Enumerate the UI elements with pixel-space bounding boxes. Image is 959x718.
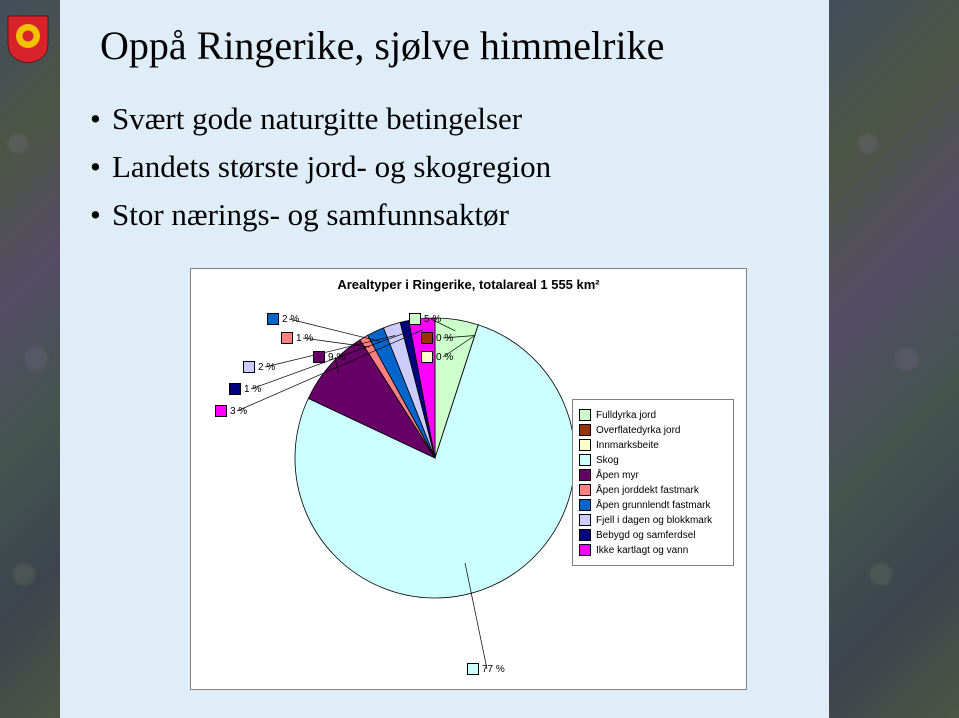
legend-item: Innmarksbeite [579, 439, 727, 451]
legend-label: Ikke kartlagt og vann [596, 545, 688, 556]
bullet-text: Landets største jord- og skogregion [112, 143, 551, 191]
callout-text: 2 % [282, 314, 299, 325]
bullet-item: •Stor nærings- og samfunnsaktør [90, 191, 551, 239]
callout-label: 3 % [215, 405, 247, 417]
legend-swatch [579, 544, 591, 556]
callout-text: 9 % [328, 352, 345, 363]
legend-swatch [579, 499, 591, 511]
legend-label: Bebygd og samferdsel [596, 530, 696, 541]
callout-text: 0 % [436, 352, 453, 363]
callout-swatch [313, 351, 325, 363]
bullet-text: Stor nærings- og samfunnsaktør [112, 191, 509, 239]
bullet-list: •Svært gode naturgitte betingelser •Land… [90, 95, 551, 239]
legend-swatch [579, 454, 591, 466]
callout-text: 0 % [436, 333, 453, 344]
callout-swatch [215, 405, 227, 417]
legend-item: Fulldyrka jord [579, 409, 727, 421]
callout-text: 5 % [424, 314, 441, 325]
legend-label: Fulldyrka jord [596, 410, 656, 421]
pie-chart-container: Arealtyper i Ringerike, totalareal 1 555… [190, 268, 747, 690]
callout-label: 77 % [467, 663, 505, 675]
callout-label: 2 % [267, 313, 299, 325]
legend-swatch [579, 514, 591, 526]
callout-text: 77 % [482, 664, 505, 675]
callout-text: 2 % [258, 362, 275, 373]
legend-label: Åpen myr [596, 470, 639, 481]
legend-label: Fjell i dagen og blokkmark [596, 515, 712, 526]
slide-title: Oppå Ringerike, sjølve himmelrike [100, 22, 664, 69]
legend-item: Åpen grunnlendt fastmark [579, 499, 727, 511]
background-strip-right [829, 0, 959, 718]
callout-text: 1 % [244, 384, 261, 395]
legend-swatch [579, 439, 591, 451]
legend-item: Åpen jorddekt fastmark [579, 484, 727, 496]
callout-swatch [409, 313, 421, 325]
callout-label: 9 % [313, 351, 345, 363]
legend-swatch [579, 469, 591, 481]
callout-label: 1 % [281, 332, 313, 344]
bullet-text: Svært gode naturgitte betingelser [112, 95, 522, 143]
background-strip-left [0, 0, 60, 718]
callout-swatch [267, 313, 279, 325]
bullet-item: •Svært gode naturgitte betingelser [90, 95, 551, 143]
chart-title: Arealtyper i Ringerike, totalareal 1 555… [191, 277, 746, 292]
legend-label: Innmarksbeite [596, 440, 659, 451]
callout-swatch [229, 383, 241, 395]
callout-text: 1 % [296, 333, 313, 344]
legend-swatch [579, 409, 591, 421]
callout-label: 1 % [229, 383, 261, 395]
chart-legend: Fulldyrka jord Overflatedyrka jord Innmark… [572, 399, 734, 566]
legend-item: Bebygd og samferdsel [579, 529, 727, 541]
legend-label: Skog [596, 455, 619, 466]
callout-swatch [467, 663, 479, 675]
callout-swatch [421, 351, 433, 363]
municipality-logo [6, 14, 50, 64]
legend-label: Åpen jorddekt fastmark [596, 485, 699, 496]
legend-item: Fjell i dagen og blokkmark [579, 514, 727, 526]
bullet-item: •Landets største jord- og skogregion [90, 143, 551, 191]
callout-text: 3 % [230, 406, 247, 417]
callout-label: 0 % [421, 351, 453, 363]
slide: Oppå Ringerike, sjølve himmelrike •Svært… [0, 0, 959, 718]
callout-swatch [421, 332, 433, 344]
legend-label: Overflatedyrka jord [596, 425, 680, 436]
legend-swatch [579, 484, 591, 496]
legend-item: Skog [579, 454, 727, 466]
callout-label: 5 % [409, 313, 441, 325]
callout-label: 2 % [243, 361, 275, 373]
callout-swatch [243, 361, 255, 373]
callout-label: 0 % [421, 332, 453, 344]
legend-item: Åpen myr [579, 469, 727, 481]
legend-swatch [579, 424, 591, 436]
callout-swatch [281, 332, 293, 344]
legend-label: Åpen grunnlendt fastmark [596, 500, 711, 511]
legend-item: Overflatedyrka jord [579, 424, 727, 436]
legend-swatch [579, 529, 591, 541]
legend-item: Ikke kartlagt og vann [579, 544, 727, 556]
